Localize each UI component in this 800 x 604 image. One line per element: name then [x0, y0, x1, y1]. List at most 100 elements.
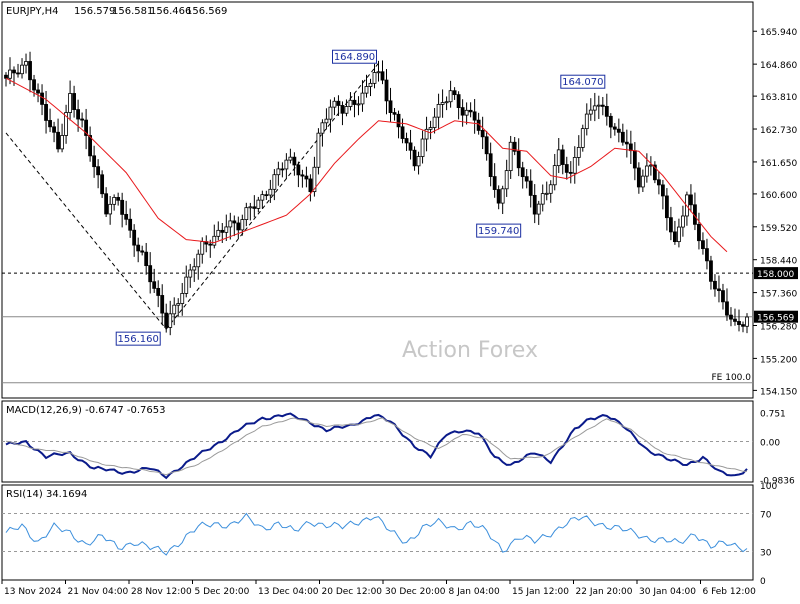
- fe-level-label: FE 100.0: [712, 373, 752, 383]
- candle-body: [116, 197, 121, 201]
- candle-body: [16, 72, 20, 75]
- candle-body: [168, 313, 173, 328]
- candle-body: [636, 167, 641, 188]
- candle-body: [604, 106, 609, 117]
- candle-body: [348, 99, 353, 107]
- price-axis-label: 162.730: [760, 126, 797, 136]
- candle-body: [264, 194, 269, 197]
- rsi-axis-label: 30: [760, 549, 772, 559]
- candle-body: [292, 156, 297, 166]
- candle-body: [4, 74, 8, 79]
- time-axis-label: 15 Jan 12:00: [512, 587, 569, 597]
- open-value: 156.579: [74, 6, 115, 17]
- candle-body: [220, 229, 225, 233]
- rsi-axis-label: 70: [760, 511, 772, 521]
- candle-body: [632, 150, 637, 169]
- candle-body: [132, 229, 137, 246]
- candle-body: [384, 79, 389, 102]
- candle-body: [40, 92, 44, 105]
- candle-body: [336, 100, 341, 106]
- candle-body: [296, 164, 301, 176]
- rsi-panel-frame: [1, 484, 754, 581]
- candle-body: [28, 61, 32, 81]
- candle-body: [176, 303, 181, 306]
- candle-body: [24, 61, 28, 66]
- candle-body: [560, 149, 565, 165]
- macd-axis-label: 0.751: [760, 410, 786, 420]
- symbol-label: EURJPY,H4: [6, 6, 59, 17]
- candle-body: [677, 226, 681, 243]
- candle-body: [104, 193, 109, 215]
- candle-body: [580, 128, 585, 148]
- swing-point-label: 164.070: [562, 77, 603, 88]
- candle-body: [616, 128, 621, 133]
- close-value: 156.569: [186, 6, 227, 17]
- candle-body: [484, 136, 489, 155]
- candle-body: [364, 86, 369, 94]
- candle-body: [280, 168, 285, 171]
- candle-body: [344, 106, 349, 114]
- candle-body: [729, 314, 733, 320]
- candle-body: [400, 126, 405, 139]
- price-axis-label: 161.650: [760, 159, 797, 169]
- candle-body: [244, 207, 249, 220]
- candle-body: [741, 324, 745, 327]
- candle-body: [412, 149, 417, 167]
- macd-axis-label: -0.9836: [760, 476, 795, 486]
- candle-body: [260, 194, 265, 201]
- time-axis-label: 13 Nov 2024: [4, 587, 62, 597]
- rsi-axis-label: 0: [760, 577, 766, 587]
- candle-body: [36, 89, 40, 94]
- price-axis-label: 154.150: [760, 387, 797, 397]
- candle-body: [300, 174, 305, 177]
- price-tag-bg: [754, 310, 798, 323]
- candle-body: [56, 131, 60, 150]
- candle-body: [328, 106, 333, 120]
- swing-point-box: [115, 331, 161, 346]
- candle-body: [681, 215, 685, 228]
- candle-body: [340, 105, 345, 114]
- candle-body: [388, 100, 393, 113]
- swing-point-box: [332, 49, 378, 64]
- candle-body: [408, 142, 413, 151]
- candle-body: [100, 174, 105, 195]
- candle-body: [196, 253, 201, 268]
- candle-body: [608, 115, 613, 128]
- candle-body: [600, 104, 605, 107]
- candle-body: [644, 165, 649, 177]
- candle-body: [52, 126, 56, 133]
- candle-body: [228, 220, 233, 228]
- candle-body: [640, 175, 645, 188]
- candle-body: [660, 184, 665, 197]
- candle-body: [552, 165, 557, 186]
- candle-body: [733, 318, 737, 322]
- candle-body: [160, 295, 165, 314]
- candle-body: [252, 206, 257, 209]
- candle-body: [520, 167, 525, 178]
- candle-body: [612, 126, 617, 130]
- candle-body: [701, 240, 705, 250]
- candle-body: [128, 218, 133, 231]
- swing-point-box: [476, 223, 522, 238]
- candle-body: [332, 100, 337, 108]
- macd-signal-line: [5, 417, 748, 476]
- candle-body: [232, 220, 237, 224]
- candle-body: [136, 244, 141, 252]
- candle-body: [512, 141, 517, 152]
- candle-body: [316, 132, 321, 168]
- candle-body: [568, 171, 573, 174]
- candle-body: [468, 109, 473, 113]
- candle-body: [32, 79, 36, 91]
- candle-body: [20, 64, 24, 75]
- candle-body: [673, 231, 677, 243]
- candle-body: [376, 71, 381, 74]
- candle-body: [72, 93, 76, 110]
- price-axis-label: 159.520: [760, 224, 797, 234]
- candle-body: [368, 82, 373, 87]
- macd-line: [5, 412, 748, 480]
- candle-body: [713, 280, 717, 290]
- candle-body: [212, 235, 217, 246]
- trendline: [5, 132, 167, 330]
- candle-body: [272, 174, 277, 190]
